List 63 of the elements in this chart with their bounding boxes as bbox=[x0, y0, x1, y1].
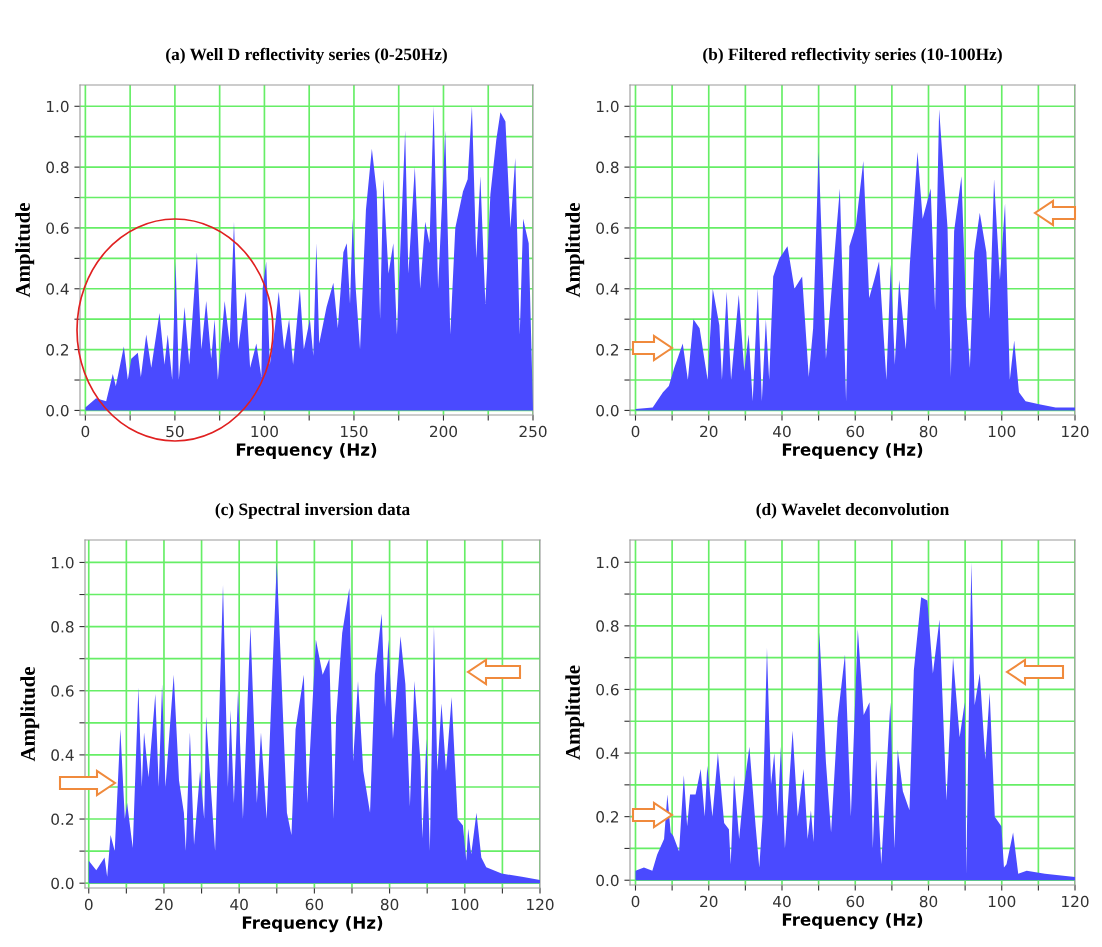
y-tick-label: 1.0 bbox=[596, 100, 619, 113]
y-axis-title: Amplitude bbox=[565, 665, 585, 760]
y-tick-label: 0.2 bbox=[51, 813, 74, 826]
x-tick-label: 80 bbox=[919, 895, 938, 908]
x-axis-title: Frequency (Hz) bbox=[242, 915, 383, 933]
x-tick-label: 120 bbox=[1062, 895, 1089, 908]
y-tick-label: 0.2 bbox=[596, 811, 619, 823]
x-tick-label: 0 bbox=[631, 425, 640, 438]
x-tick-label: 40 bbox=[773, 895, 791, 908]
x-tick-label: 0 bbox=[84, 898, 93, 911]
y-tick-label: 1.0 bbox=[51, 556, 74, 569]
x-tick-label: 50 bbox=[166, 425, 184, 438]
y-tick-label: 0.0 bbox=[596, 404, 619, 417]
y-tick-label: 0.8 bbox=[596, 161, 619, 174]
chart-title: (b) Filtered reflectivity series (10-100Hz) bbox=[703, 47, 1002, 64]
x-tick-label: 60 bbox=[305, 898, 324, 911]
y-tick-label: 0.8 bbox=[51, 621, 74, 633]
y-axis-title: Amplitude bbox=[565, 203, 585, 298]
x-axis-title: Frequency (Hz) bbox=[782, 442, 923, 460]
x-tick-label: 80 bbox=[380, 898, 399, 911]
x-tick-label: 20 bbox=[155, 898, 173, 911]
x-tick-label: 80 bbox=[919, 425, 938, 438]
y-tick-label: 0.4 bbox=[596, 283, 619, 295]
x-tick-label: 40 bbox=[773, 425, 791, 438]
y-tick-label: 0.4 bbox=[51, 749, 74, 761]
chart-title: (a) Well D reflectivity series (0-250Hz) bbox=[166, 47, 447, 64]
x-tick-label: 20 bbox=[700, 895, 718, 908]
x-tick-label: 120 bbox=[527, 898, 554, 911]
y-tick-label: 0.2 bbox=[596, 344, 619, 356]
y-tick-label: 0.0 bbox=[51, 877, 74, 890]
x-tick-label: 0 bbox=[81, 425, 90, 438]
y-tick-label: 0.6 bbox=[596, 683, 619, 696]
x-tick-label: 0 bbox=[631, 895, 640, 908]
x-tick-label: 120 bbox=[1062, 425, 1089, 438]
y-tick-label: 0.6 bbox=[46, 222, 69, 234]
x-tick-label: 150 bbox=[341, 425, 368, 438]
y-tick-label: 0.4 bbox=[46, 283, 69, 295]
x-tick-label: 100 bbox=[251, 425, 278, 438]
y-axis-title: Amplitude bbox=[15, 203, 35, 298]
y-tick-label: 0.2 bbox=[46, 344, 69, 356]
x-tick-label: 20 bbox=[700, 425, 718, 438]
y-tick-label: 0.0 bbox=[46, 404, 69, 417]
chart-title: (c) Spectral inversion data bbox=[215, 502, 410, 519]
y-tick-label: 1.0 bbox=[46, 100, 69, 113]
x-axis-title: Frequency (Hz) bbox=[236, 442, 377, 460]
x-tick-label: 100 bbox=[988, 895, 1016, 908]
x-tick-label: 200 bbox=[430, 425, 458, 438]
y-tick-label: 0.6 bbox=[596, 222, 619, 234]
y-tick-label: 0.6 bbox=[51, 685, 74, 697]
x-tick-label: 100 bbox=[988, 425, 1016, 438]
y-tick-label: 0.4 bbox=[596, 747, 619, 760]
y-tick-label: 1.0 bbox=[596, 556, 619, 569]
x-tick-label: 60 bbox=[846, 895, 864, 908]
x-tick-label: 60 bbox=[846, 425, 864, 438]
x-tick-label: 40 bbox=[230, 898, 248, 911]
y-axis-title: Amplitude bbox=[20, 667, 40, 762]
y-tick-label: 0.8 bbox=[46, 161, 69, 174]
x-tick-label: 100 bbox=[451, 898, 479, 911]
y-tick-label: 0.8 bbox=[596, 620, 619, 632]
x-tick-label: 250 bbox=[519, 425, 547, 438]
x-axis-title: Frequency (Hz) bbox=[782, 912, 923, 930]
y-tick-label: 0.0 bbox=[596, 874, 619, 887]
chart-title: (d) Wavelet deconvolution bbox=[756, 502, 950, 519]
